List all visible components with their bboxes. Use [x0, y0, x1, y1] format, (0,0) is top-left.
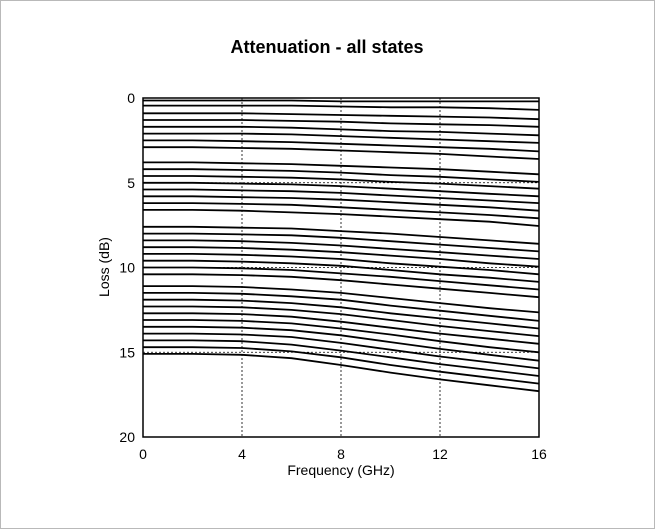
attenuation-state-line — [143, 266, 540, 291]
x-tick-label: 4 — [238, 446, 246, 462]
attenuation-state-line — [143, 259, 540, 283]
attenuation-state-line — [143, 252, 540, 276]
attenuation-state-line — [143, 99, 539, 103]
y-tick-label: 20 — [119, 429, 135, 445]
attenuation-state-line — [143, 325, 540, 362]
attenuation-state-line — [143, 246, 540, 268]
plot-area-border — [142, 97, 540, 438]
attenuation-state-line — [143, 161, 540, 176]
attenuation-state-line — [143, 273, 540, 299]
attenuation-state-line — [143, 291, 540, 322]
attenuation-state-line — [143, 188, 540, 204]
attenuation-state-line — [143, 339, 540, 377]
tick-labels: 0 4 8 12 16 0 5 10 15 20 — [119, 90, 547, 462]
attenuation-state-line — [143, 168, 540, 183]
y-tick-label: 5 — [127, 175, 135, 191]
attenuation-state-line — [143, 195, 540, 212]
y-tick-label: 15 — [119, 344, 135, 360]
attenuation-state-line — [143, 312, 540, 345]
x-axis-label: Frequency (GHz) — [287, 462, 394, 478]
attenuation-state-line — [143, 319, 540, 354]
y-axis-label: Loss (dB) — [96, 237, 112, 297]
series-lines — [143, 99, 540, 393]
attenuation-state-line — [143, 225, 540, 245]
attenuation-state-line — [143, 232, 540, 253]
attenuation-state-line — [143, 202, 540, 220]
chart-title: Attenuation - all states — [230, 37, 423, 57]
attenuation-state-line — [143, 175, 540, 190]
attenuation-state-line — [143, 146, 540, 160]
attenuation-state-line — [143, 332, 540, 370]
y-tick-label: 10 — [119, 260, 135, 276]
attenuation-state-line — [143, 346, 540, 385]
x-tick-label: 0 — [139, 446, 147, 462]
attenuation-state-line — [143, 208, 540, 227]
y-tick-label: 0 — [127, 90, 135, 106]
attenuation-state-line — [143, 139, 540, 153]
attenuation-state-line — [143, 181, 540, 198]
attenuation-state-line — [143, 305, 540, 337]
x-tick-label: 8 — [337, 446, 345, 462]
attenuation-state-line — [143, 352, 540, 393]
x-tick-label: 12 — [432, 446, 448, 462]
attenuation-state-line — [143, 298, 540, 330]
attenuation-state-line — [143, 285, 540, 314]
attenuation-state-line — [143, 112, 540, 121]
attenuation-state-line — [143, 125, 540, 137]
attenuation-state-line — [143, 132, 540, 144]
attenuation-state-line — [143, 239, 540, 260]
x-tick-label: 16 — [531, 446, 547, 462]
attenuation-state-line — [143, 119, 540, 128]
attenuation-state-line — [143, 104, 540, 111]
